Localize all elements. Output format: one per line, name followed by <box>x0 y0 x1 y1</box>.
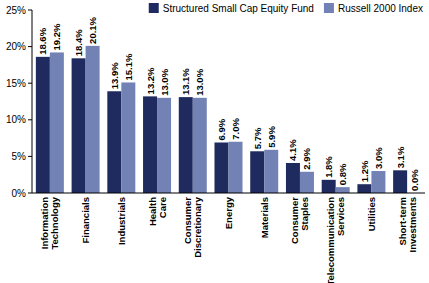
bar <box>72 58 86 193</box>
data-label: 5.7% <box>252 127 263 149</box>
data-label: 18.4% <box>73 29 84 56</box>
x-tick-label: Short-termInvestments <box>397 197 418 252</box>
data-label: 6.9% <box>216 118 227 140</box>
x-tick-label: HealthCare <box>147 197 168 226</box>
bar <box>264 150 278 193</box>
data-label: 4.1% <box>287 139 298 161</box>
x-tick-label: Financials <box>80 197 91 243</box>
y-tick-label: 0% <box>12 188 27 199</box>
bar <box>229 142 243 193</box>
bar <box>157 98 171 193</box>
y-tick-label: 10% <box>6 114 26 125</box>
data-label: 20.1% <box>87 16 98 43</box>
bar <box>193 98 207 193</box>
data-label: 3.0% <box>373 147 384 169</box>
data-label: 13.1% <box>180 68 191 95</box>
bar <box>107 91 121 193</box>
data-label: 7.0% <box>230 118 241 140</box>
data-label: 18.6% <box>37 27 48 54</box>
legend-swatch <box>324 3 334 13</box>
data-label: 1.8% <box>323 156 334 178</box>
data-labels: 18.6%19.2%18.4%20.1%13.9%15.1%13.2%13.0%… <box>37 16 419 191</box>
y-axis <box>32 10 33 193</box>
x-tick-label-line: Discretionary <box>192 196 203 257</box>
y-tick-label: 25% <box>6 5 26 16</box>
x-tick-label-line: Technology <box>49 196 60 249</box>
y-tick <box>28 83 32 84</box>
x-tick-label: Utilities <box>366 197 377 231</box>
data-label: 13.0% <box>194 68 205 95</box>
data-label: 0.0% <box>409 169 420 191</box>
data-label: 15.1% <box>123 53 134 80</box>
x-tick-label-line: Investments <box>407 197 418 252</box>
x-tick-label: Industrials <box>116 197 127 245</box>
x-tick-label-line: Energy <box>223 196 234 229</box>
bar <box>371 171 385 193</box>
bar <box>250 151 264 193</box>
x-tick-label-line: Staples <box>299 197 310 231</box>
bar <box>357 184 371 193</box>
data-label: 13.2% <box>145 67 156 94</box>
bar <box>286 163 300 193</box>
data-label: 0.8% <box>337 163 348 185</box>
bar <box>86 46 100 193</box>
bar <box>143 96 157 193</box>
bar <box>36 57 50 193</box>
y-tick <box>28 193 32 194</box>
x-tick-label: Energy <box>223 196 234 229</box>
data-label: 1.2% <box>359 160 370 182</box>
y-tick <box>28 156 32 157</box>
x-tick-label: InformationTechnology <box>39 196 60 249</box>
bar <box>393 170 407 193</box>
chart: 18.6%19.2%18.4%20.1%13.9%15.1%13.2%13.0%… <box>0 0 429 283</box>
x-tick-label: Materials <box>259 197 270 238</box>
y-tick <box>28 119 32 120</box>
y-tick <box>28 46 32 47</box>
x-tick-label-line: Materials <box>259 197 270 238</box>
legend: Structured Small Cap Equity Fund Russell … <box>149 3 423 14</box>
data-label: 3.1% <box>395 146 406 168</box>
x-tick-label-line: Utilities <box>366 197 377 231</box>
bar <box>322 180 336 193</box>
x-tick-label: TelecommunicationServices <box>325 197 346 283</box>
bars <box>36 46 407 193</box>
x-tick-label: ConsumerDiscretionary <box>182 196 203 257</box>
bar <box>300 172 314 193</box>
x-tick-label-line: Industrials <box>116 197 127 245</box>
x-tick-label: ConsumerStaples <box>289 197 310 244</box>
y-tick-label: 5% <box>12 151 27 162</box>
data-label: 13.9% <box>109 62 120 89</box>
x-tick-label-line: Services <box>335 197 346 236</box>
legend-label: Russell 2000 Index <box>338 3 423 14</box>
y-tick-label: 15% <box>6 78 26 89</box>
data-label: 13.0% <box>159 68 170 95</box>
data-label: 5.9% <box>266 126 277 148</box>
y-tick <box>28 10 32 11</box>
legend-swatch <box>149 3 159 13</box>
y-tick-label: 20% <box>6 41 26 52</box>
bar <box>215 142 229 193</box>
data-label: 2.9% <box>301 148 312 170</box>
bar <box>50 52 64 193</box>
bar <box>179 97 193 193</box>
bar <box>121 82 135 193</box>
bar <box>336 187 350 193</box>
x-tick-label-line: Financials <box>80 197 91 243</box>
legend-label: Structured Small Cap Equity Fund <box>163 3 314 14</box>
data-label: 19.2% <box>51 23 62 50</box>
x-axis <box>32 193 425 194</box>
x-tick-label-line: Care <box>157 197 168 218</box>
